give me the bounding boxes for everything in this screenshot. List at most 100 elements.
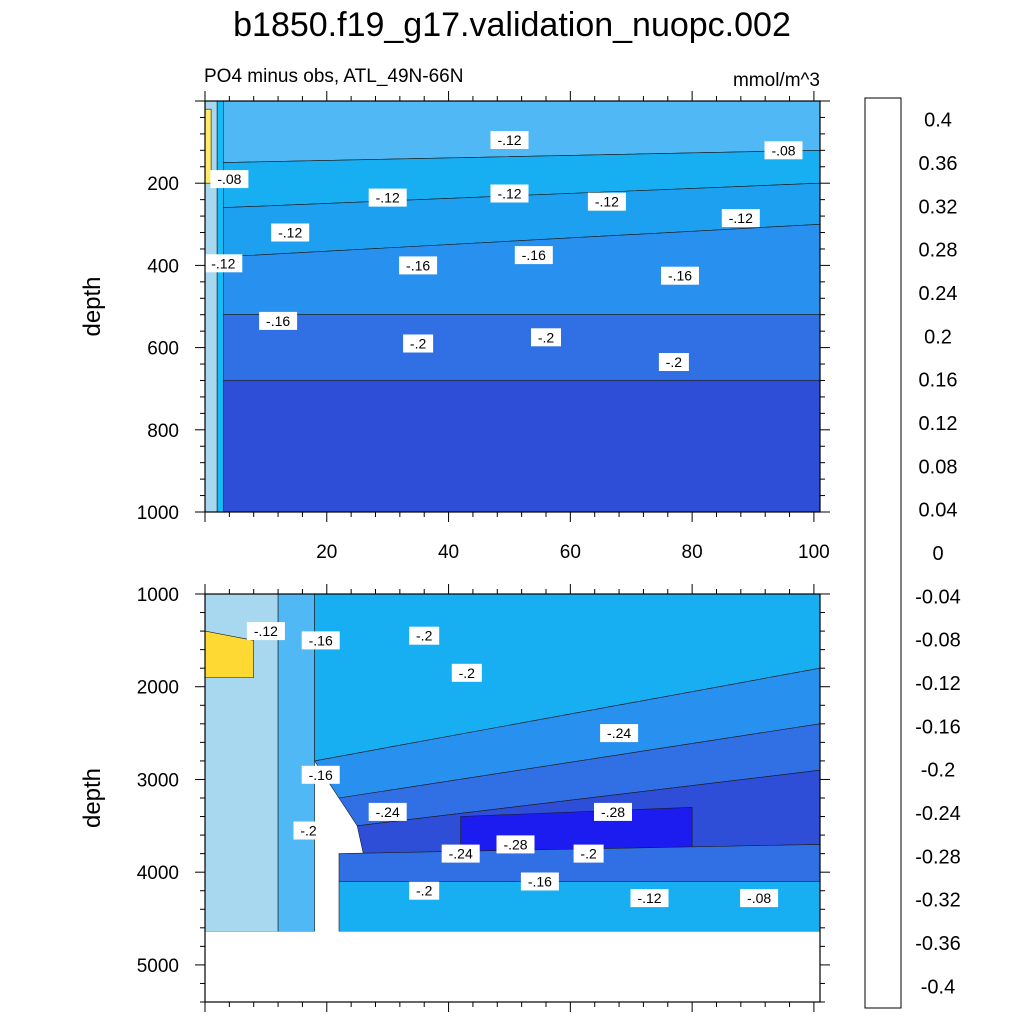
contour-label-text: -.16 bbox=[309, 632, 333, 648]
plot-frame bbox=[204, 100, 821, 513]
contour-label-text: -.28 bbox=[503, 836, 527, 852]
x-tick-label: 60 bbox=[560, 542, 581, 563]
y-axis: 1000 2000 3000 4000 5000 bbox=[137, 585, 830, 1003]
contour-label: -.2 bbox=[531, 328, 561, 347]
contour-label: -.28 bbox=[594, 802, 632, 821]
colorbar-label: -0.36 bbox=[915, 933, 961, 955]
colorbar-label: 0.4 bbox=[924, 110, 952, 132]
contour-band bbox=[338, 723, 820, 827]
contour-label-text: -.2 bbox=[666, 354, 683, 370]
colorbar-label: 0.12 bbox=[919, 413, 958, 435]
y-tick-label: 3000 bbox=[137, 770, 179, 791]
contour-label-text: -.12 bbox=[211, 255, 235, 271]
colorbar-frame bbox=[864, 97, 902, 1009]
contour-band bbox=[314, 594, 820, 762]
y-tick-label: 5000 bbox=[137, 956, 179, 977]
colorbar-label: 0.36 bbox=[919, 153, 958, 175]
y-tick-label: 400 bbox=[147, 256, 179, 277]
contour-label: -.16 bbox=[399, 256, 438, 275]
contour-band bbox=[277, 594, 315, 932]
chart-title: b1850.f19_g17.validation_nuopc.002 bbox=[233, 6, 791, 44]
colorbar-label: -0.4 bbox=[921, 976, 955, 998]
contour-fill bbox=[205, 101, 820, 512]
contour-label: -.24 bbox=[368, 802, 407, 821]
contour-label-text: -.2 bbox=[416, 883, 433, 899]
colorbar-label: -0.24 bbox=[915, 803, 961, 825]
colorbar-label: 0.04 bbox=[919, 500, 958, 522]
contour-label-text: -.16 bbox=[309, 767, 333, 783]
contour-label: -.16 bbox=[514, 246, 553, 265]
contour-label-text: -.16 bbox=[528, 874, 552, 890]
contour-label: -.12 bbox=[587, 192, 626, 211]
x-tick-label: 40 bbox=[438, 542, 459, 563]
colorbar-label: -0.04 bbox=[915, 586, 961, 608]
contour-label: -.16 bbox=[301, 765, 340, 784]
contour-label-text: -.2 bbox=[538, 329, 555, 345]
panel-subtitle: PO4 minus obs, ATL_49N-66N bbox=[204, 66, 463, 87]
contour-band bbox=[216, 101, 224, 512]
y-axis: 200 400 600 800 1000 bbox=[137, 100, 830, 524]
contour-label-text: -.24 bbox=[449, 846, 473, 862]
contour-band bbox=[205, 108, 212, 184]
colorbar-label: 0.24 bbox=[919, 283, 958, 305]
y-tick-label: 200 bbox=[147, 174, 179, 195]
contour-label-text: -.28 bbox=[601, 804, 625, 820]
contour-label: -.12 bbox=[246, 622, 285, 641]
colorbar-label: 0.2 bbox=[924, 326, 952, 348]
contour-label: -.12 bbox=[368, 188, 407, 207]
contour-label: -.12 bbox=[490, 131, 529, 149]
colorbar-label: -0.12 bbox=[915, 673, 961, 695]
contour-label-text: -.16 bbox=[266, 313, 290, 329]
colorbar-label: -0.32 bbox=[915, 890, 961, 912]
contour-label-text: -.12 bbox=[497, 186, 521, 202]
contour-label-text: -.2 bbox=[300, 823, 317, 839]
y-tick-label: 800 bbox=[147, 421, 179, 442]
colorbar-label: 0.16 bbox=[919, 370, 958, 392]
contour-label-text: -.2 bbox=[459, 665, 476, 681]
contour-label: -.12 bbox=[271, 223, 310, 242]
x-tick-label: 20 bbox=[316, 542, 337, 563]
colorbar-label: -0.28 bbox=[915, 846, 961, 868]
contour-label: -.12 bbox=[630, 889, 669, 908]
contour-label-text: -.12 bbox=[637, 890, 661, 906]
contour-label-text: -.12 bbox=[729, 210, 753, 226]
y-tick-label: 4000 bbox=[137, 863, 179, 884]
contour-label-text: -.12 bbox=[278, 225, 302, 241]
contour-labels: -.12 -.16 -.2 -.2 -.24 -.16 -.24 -.2 -.28 -.28 -.2… bbox=[246, 622, 779, 908]
colorbar-label: 0 bbox=[932, 543, 943, 565]
x-axis bbox=[204, 584, 815, 1012]
contour-label: -.08 bbox=[210, 170, 249, 189]
contour-fill bbox=[205, 594, 820, 1002]
x-tick-label: 100 bbox=[798, 542, 830, 563]
contour-label: -.2 bbox=[409, 881, 440, 900]
contour-label: -.2 bbox=[293, 821, 324, 840]
contour-label-text: -.16 bbox=[406, 257, 430, 273]
y-tick-label: 600 bbox=[147, 339, 179, 360]
x-tick-label: 80 bbox=[682, 542, 703, 563]
contour-label: -.12 bbox=[721, 209, 760, 228]
contour-label: -.2 bbox=[658, 353, 689, 371]
contour-band bbox=[205, 630, 254, 678]
contour-label-text: -.2 bbox=[580, 846, 597, 862]
contour-label-text: -.2 bbox=[416, 628, 433, 644]
contour-label: -.16 bbox=[661, 266, 699, 285]
contour-label-text: -.08 bbox=[747, 890, 771, 906]
contour-label: -.16 bbox=[301, 631, 340, 650]
contour-label-text: -.24 bbox=[376, 804, 400, 820]
contour-label-text: -.12 bbox=[497, 132, 521, 148]
upper-panel: -.12 -.08 -.08 -.12 -.12 -.12 -.12 -.12 -.12 -.16… bbox=[79, 91, 830, 563]
contour-label: -.24 bbox=[441, 844, 480, 863]
contour-label: -.24 bbox=[600, 724, 639, 743]
y-tick-label: 1000 bbox=[137, 585, 179, 606]
contour-label: -.12 bbox=[204, 254, 243, 273]
colorbar-label: -0.08 bbox=[915, 630, 961, 652]
colorbar-label: -0.2 bbox=[921, 760, 955, 782]
lower-panel: -.12 -.16 -.2 -.2 -.24 -.16 -.24 -.2 -.28 -.28 -.2… bbox=[79, 584, 830, 1012]
contour-label-text: -.24 bbox=[607, 725, 631, 741]
contour-band bbox=[338, 881, 820, 932]
contour-label: -.12 bbox=[490, 184, 529, 203]
contour-label: -.2 bbox=[451, 663, 482, 682]
contour-label: -.08 bbox=[764, 141, 803, 160]
colorbar-label: 0.28 bbox=[919, 240, 958, 262]
